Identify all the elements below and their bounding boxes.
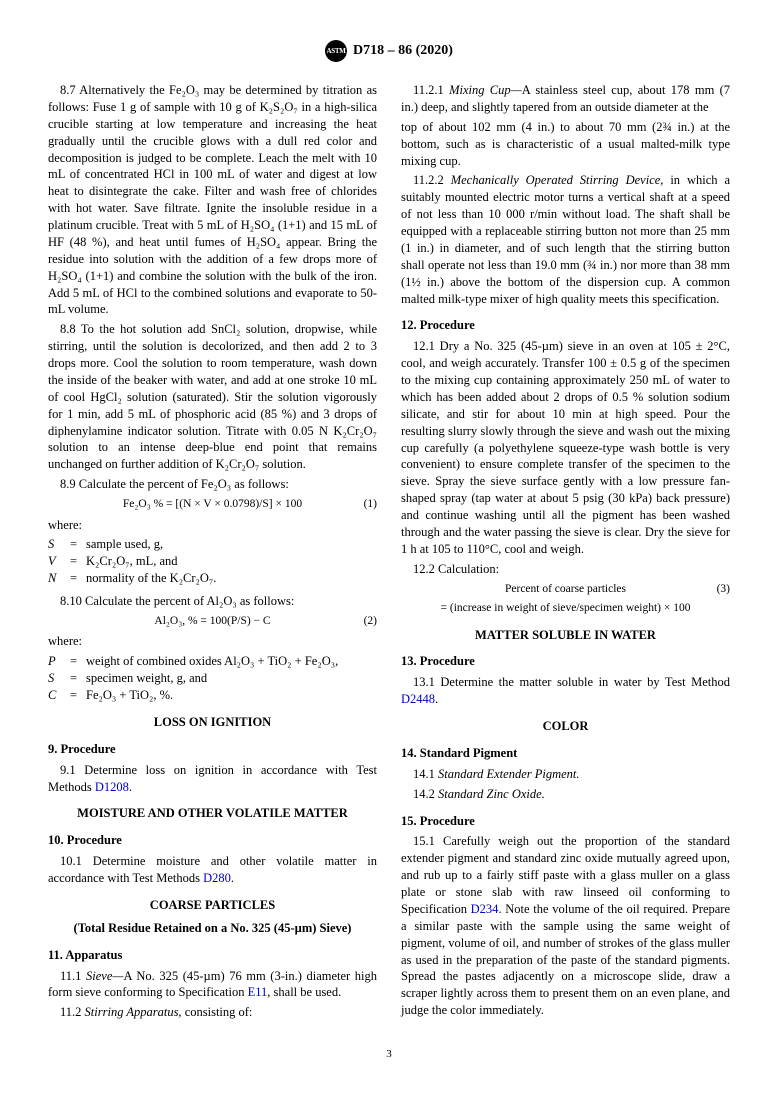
eq2-num: (2) xyxy=(364,614,377,630)
eq2-body: Al₂O₃, % = 100(P/S) − C xyxy=(154,615,270,627)
p15-1-b: . Note the volume of the oil required. P… xyxy=(401,902,730,1017)
ref-E11[interactable]: E11 xyxy=(248,985,268,999)
where-2: where: xyxy=(48,633,377,650)
p13-1-b: . xyxy=(435,692,438,706)
ref-D234[interactable]: D234 xyxy=(471,902,499,916)
var-N: normality of the K₂Cr₂O₇. xyxy=(86,570,377,587)
para-9-1: 9.1 Determine loss on ignition in accord… xyxy=(48,762,377,796)
p11-2-b: consisting of: xyxy=(182,1005,253,1019)
var-C: Fe₂O₃ + TiO₂, %. xyxy=(86,687,377,704)
var-S2: specimen weight, g, and xyxy=(86,670,377,687)
para-14-2: 14.2 Standard Zinc Oxide. xyxy=(401,786,730,803)
para-8-10: 8.10 Calculate the percent of Al₂O₃ as f… xyxy=(48,593,377,610)
eq1-num: (1) xyxy=(364,497,377,513)
para-11-2-1: 11.2.1 Mixing Cup—A stainless steel cup,… xyxy=(401,82,730,116)
section-coarse: COARSE PARTICLES xyxy=(48,897,377,914)
p11-2-1-a: 11.2.1 xyxy=(413,83,449,97)
page-number: 3 xyxy=(48,1047,730,1062)
equation-2: Al₂O₃, % = 100(P/S) − C (2) xyxy=(48,614,377,630)
heading-10: 10. Procedure xyxy=(48,832,377,849)
para-11-2: 11.2 Stirring Apparatus, consisting of: xyxy=(48,1004,377,1021)
p11-1-a: 11.1 xyxy=(60,969,86,983)
ref-D1208[interactable]: D1208 xyxy=(95,780,129,794)
equation-3a: Percent of coarse particles (3) xyxy=(401,582,730,598)
p11-2-a: 11.2 xyxy=(60,1005,85,1019)
eq3a-body: Percent of coarse particles xyxy=(505,583,626,595)
p9-1-b: . xyxy=(129,780,132,794)
ref-D2448[interactable]: D2448 xyxy=(401,692,435,706)
p11-2-2-a: 11.2.2 xyxy=(413,173,451,187)
heading-13: 13. Procedure xyxy=(401,653,730,670)
p11-1-i: Sieve— xyxy=(86,969,123,983)
para-top-right: top of about 102 mm (4 in.) to about 70 … xyxy=(401,119,730,170)
heading-11: 11. Apparatus xyxy=(48,947,377,964)
content-columns: 8.7 Alternatively the Fe₂O₃ may be deter… xyxy=(48,82,730,1023)
eq3-num: (3) xyxy=(717,582,730,598)
para-13-1: 13.1 Determine the matter soluble in wat… xyxy=(401,674,730,708)
var-P: weight of combined oxides Al₂O₃ + TiO₂ +… xyxy=(86,653,377,670)
p11-2-i: Stirring Apparatus, xyxy=(85,1005,182,1019)
para-8-7: 8.7 Alternatively the Fe₂O₃ may be deter… xyxy=(48,82,377,318)
section-moisture: MOISTURE AND OTHER VOLATILE MATTER xyxy=(48,805,377,822)
var-S: sample used, g, xyxy=(86,536,377,553)
heading-14: 14. Standard Pigment xyxy=(401,745,730,762)
para-15-1: 15.1 Carefully weigh out the proportion … xyxy=(401,833,730,1019)
section-loss-on-ignition: LOSS ON IGNITION xyxy=(48,714,377,731)
vars-2: P=weight of combined oxides Al₂O₃ + TiO₂… xyxy=(48,653,377,704)
p11-2-2-b: in which a suitably mounted electric mot… xyxy=(401,173,730,305)
ref-D280[interactable]: D280 xyxy=(203,871,231,885)
section-matter-soluble: MATTER SOLUBLE IN WATER xyxy=(401,627,730,644)
standard-page: ASTM D718 – 86 (2020) 8.7 Alternatively … xyxy=(0,0,778,1102)
heading-15: 15. Procedure xyxy=(401,813,730,830)
equation-1: Fe₂O₃ % = [(N × V × 0.0798)/S] × 100 (1) xyxy=(48,497,377,513)
designation: D718 – 86 (2020) xyxy=(353,42,453,61)
p11-2-2-i: Mechanically Operated Stirring Device, xyxy=(451,173,664,187)
heading-9: 9. Procedure xyxy=(48,741,377,758)
para-8-8: 8.8 To the hot solution add SnCl₂ soluti… xyxy=(48,321,377,473)
vars-1: S=sample used, g, V=K₂Cr₂O₇, mL, and N=n… xyxy=(48,536,377,587)
page-header: ASTM D718 – 86 (2020) xyxy=(48,40,730,62)
p11-2-1-i: Mixing Cup— xyxy=(449,83,522,97)
p10-1-b: . xyxy=(231,871,234,885)
var-V: K₂Cr₂O₇, mL, and xyxy=(86,553,377,570)
para-11-1: 11.1 Sieve—A No. 325 (45-µm) 76 mm (3-in… xyxy=(48,968,377,1002)
eq1-body: Fe₂O₃ % = [(N × V × 0.0798)/S] × 100 xyxy=(123,498,302,510)
equation-3b: = (increase in weight of sieve/specimen … xyxy=(401,601,730,617)
para-10-1: 10.1 Determine moisture and other volati… xyxy=(48,853,377,887)
para-12-1: 12.1 Dry a No. 325 (45-µm) sieve in an o… xyxy=(401,338,730,557)
section-coarse-sub: (Total Residue Retained on a No. 325 (45… xyxy=(48,920,377,937)
para-14-1: 14.1 Standard Extender Pigment. xyxy=(401,766,730,783)
p13-1-a: 13.1 Determine the matter soluble in wat… xyxy=(413,675,730,689)
section-color: COLOR xyxy=(401,718,730,735)
para-8-9: 8.9 Calculate the percent of Fe₂O₃ as fo… xyxy=(48,476,377,493)
astm-logo: ASTM xyxy=(325,40,347,62)
para-11-2-2: 11.2.2 Mechanically Operated Stirring De… xyxy=(401,172,730,307)
heading-12: 12. Procedure xyxy=(401,317,730,334)
p11-1-c: , shall be used. xyxy=(267,985,341,999)
para-12-2: 12.2 Calculation: xyxy=(401,561,730,578)
where-1: where: xyxy=(48,517,377,534)
